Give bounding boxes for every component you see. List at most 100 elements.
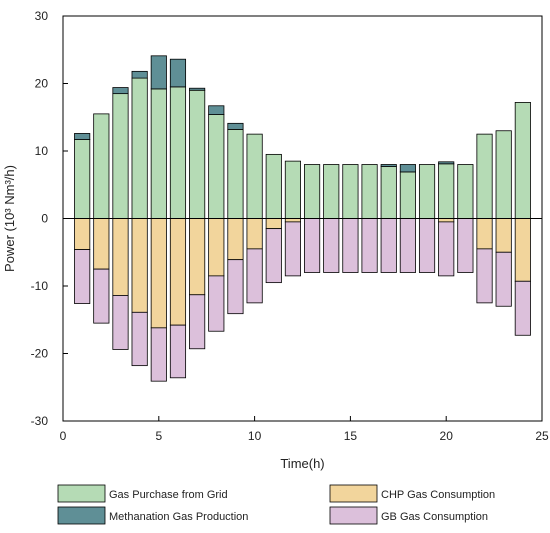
legend-label-3: GB Gas Consumption <box>381 511 488 523</box>
bar-s3-t24 <box>514 280 531 336</box>
y-axis-label: Power (10³ Nm³/h) <box>2 165 17 272</box>
bar-s0-t14 <box>323 164 340 219</box>
bar-s2-t4 <box>131 218 148 313</box>
bar-s2-t5 <box>150 218 167 329</box>
bar-s3-t10 <box>246 248 263 304</box>
bar-s0-t9 <box>227 128 244 219</box>
bar-s0-t3 <box>112 93 129 219</box>
bar-s3-t8 <box>208 275 225 332</box>
bar-s0-t2 <box>93 113 110 219</box>
bar-s0-t15 <box>342 164 359 219</box>
bar-s0-t24 <box>514 102 531 219</box>
y-tick-label-10: 10 <box>35 144 49 158</box>
bar-s3-t4 <box>131 311 148 367</box>
x-tick-label-25: 25 <box>535 429 549 443</box>
bar-s3-t14 <box>323 218 340 273</box>
bar-s3-t15 <box>342 218 359 273</box>
x-tick-label-20: 20 <box>440 429 454 443</box>
bar-s1-t20 <box>438 161 455 165</box>
bar-s0-t12 <box>284 160 301 219</box>
x-tick-label-10: 10 <box>248 429 262 443</box>
bar-s2-t23 <box>495 218 512 253</box>
bar-s2-t22 <box>476 218 493 250</box>
bar-s2-t2 <box>93 218 110 270</box>
bar-s2-t9 <box>227 218 244 261</box>
x-tick-label-5: 5 <box>155 429 162 443</box>
bar-s0-t1 <box>74 139 91 219</box>
bar-s1-t3 <box>112 87 129 95</box>
bar-s1-t18 <box>399 164 416 173</box>
legend-label-1: CHP Gas Consumption <box>381 489 495 501</box>
bar-s2-t7 <box>189 218 206 296</box>
y-tick-label-0: 0 <box>41 212 48 226</box>
bar-s0-t17 <box>380 166 397 219</box>
legend-label-2: Methanation Gas Production <box>109 511 248 523</box>
bar-s3-t11 <box>265 228 282 284</box>
bar-s3-t2 <box>93 268 110 324</box>
bar-s1-t17 <box>380 164 397 167</box>
legend-swatch-2 <box>57 506 106 525</box>
bar-s0-t20 <box>438 163 455 219</box>
legend-swatch-3 <box>329 506 378 525</box>
bar-s0-t10 <box>246 133 263 219</box>
bar-s0-t23 <box>495 130 512 219</box>
bar-s0-t8 <box>208 114 225 219</box>
bar-s3-t17 <box>380 218 397 273</box>
bar-s2-t10 <box>246 218 263 250</box>
bar-s0-t16 <box>361 164 378 219</box>
bar-s2-t8 <box>208 218 225 277</box>
bar-s0-t4 <box>131 77 148 219</box>
bar-s2-t24 <box>514 218 531 282</box>
bar-s0-t5 <box>150 88 167 219</box>
bar-s3-t1 <box>74 249 91 304</box>
x-tick-label-0: 0 <box>60 429 67 443</box>
bar-s3-t16 <box>361 218 378 273</box>
bar-s3-t3 <box>112 295 129 350</box>
bar-s2-t12 <box>284 218 301 223</box>
bar-s3-t18 <box>399 218 416 273</box>
x-axis-label: Time(h) <box>280 456 324 471</box>
bar-s3-t23 <box>495 251 512 307</box>
y-tick-label--20: -20 <box>31 347 49 361</box>
bar-s3-t7 <box>189 294 206 350</box>
bar-s3-t20 <box>438 221 455 277</box>
bar-s1-t8 <box>208 105 225 115</box>
bar-s3-t12 <box>284 221 301 277</box>
bar-s3-t21 <box>457 218 474 273</box>
bar-s2-t20 <box>438 218 455 223</box>
bars-layer <box>74 55 531 382</box>
y-tick-label--30: -30 <box>31 414 49 428</box>
bar-s0-t22 <box>476 133 493 219</box>
bar-s0-t19 <box>418 164 436 219</box>
bar-s1-t7 <box>189 87 206 91</box>
bar-s0-t6 <box>169 86 187 219</box>
bar-s0-t18 <box>399 171 416 219</box>
bar-s1-t4 <box>131 70 148 79</box>
legend-label-0: Gas Purchase from Grid <box>109 489 228 501</box>
bar-s3-t13 <box>304 218 321 273</box>
y-tick-label-30: 30 <box>35 9 49 23</box>
bar-s2-t11 <box>265 218 282 230</box>
y-tick-label-20: 20 <box>35 77 49 91</box>
bar-s3-t19 <box>418 218 436 273</box>
bar-s3-t6 <box>169 324 187 379</box>
bar-s0-t21 <box>457 164 474 219</box>
bar-s3-t22 <box>476 248 493 304</box>
bar-s2-t3 <box>112 218 129 296</box>
bar-s1-t9 <box>227 122 244 130</box>
bar-s3-t5 <box>150 327 167 382</box>
y-tick-label--10: -10 <box>31 279 49 293</box>
legend-swatch-0 <box>57 484 106 503</box>
bar-s2-t6 <box>169 218 187 326</box>
ticks-layer: 0 5 10 15 20 25 -30 -20 -10 0 10 20 30 <box>31 9 549 443</box>
bar-s1-t6 <box>169 58 187 88</box>
bar-s0-t7 <box>189 89 206 219</box>
bar-s1-t5 <box>150 55 167 90</box>
bar-s2-t1 <box>74 218 91 250</box>
x-tick-label-15: 15 <box>344 429 358 443</box>
legend-swatch-1 <box>329 484 378 503</box>
bar-s0-t13 <box>304 164 321 219</box>
bar-s1-t1 <box>74 133 91 140</box>
legend: Gas Purchase from Grid CHP Gas Consumptio… <box>57 484 495 525</box>
